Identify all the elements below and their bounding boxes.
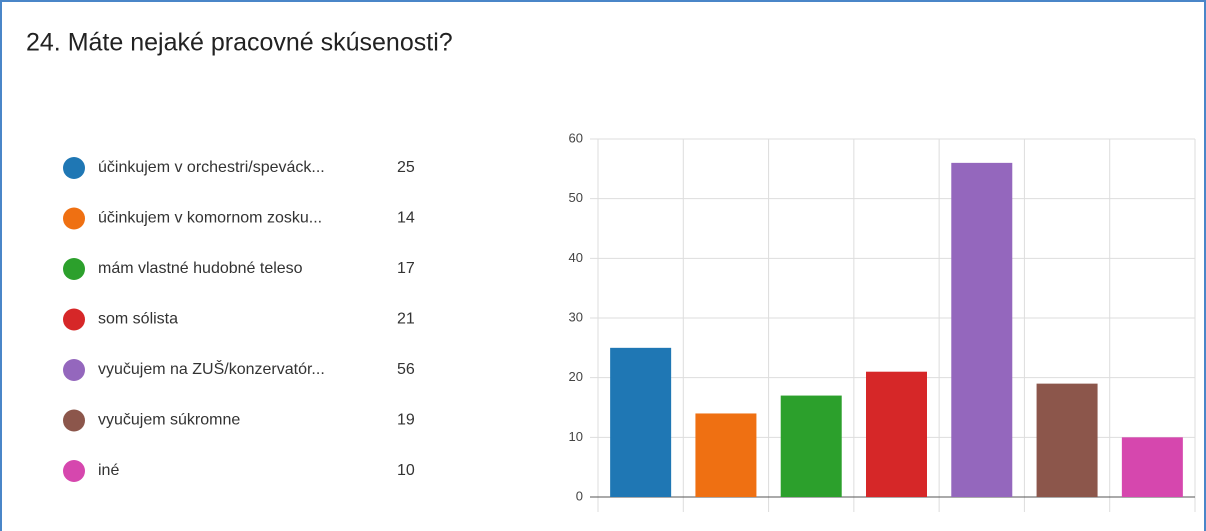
legend-swatch: [63, 258, 85, 280]
legend-label: mám vlastné hudobné teleso: [98, 260, 303, 277]
y-tick-label: 0: [576, 488, 583, 503]
y-tick-label: 40: [569, 250, 583, 265]
legend-swatch: [63, 157, 85, 179]
legend-label: som sólista: [98, 311, 178, 328]
legend-label: iné: [98, 462, 119, 479]
y-tick-label: 50: [569, 190, 583, 205]
legend-count: 10: [397, 462, 415, 479]
bar: [951, 162, 1013, 497]
legend-label: účinkujem v komornom zosku...: [98, 210, 322, 227]
legend-swatch: [63, 460, 85, 482]
y-tick-label: 30: [569, 309, 583, 324]
bar: [610, 347, 672, 497]
chart-title: 24. Máte nejaké pracovné skúsenosti?: [26, 29, 453, 57]
bar: [695, 413, 757, 497]
legend-label: vyučujem súkromne: [98, 412, 240, 429]
legend-swatch: [63, 308, 85, 331]
legend-count: 21: [397, 311, 415, 328]
legend-swatch: [63, 359, 85, 381]
y-tick-label: 20: [569, 369, 583, 384]
y-tick-label: 60: [569, 130, 583, 145]
legend-label: vyučujem na ZUŠ/konzervatór...: [98, 359, 325, 378]
legend-label: účinkujem v orchestri/speváck...: [98, 159, 325, 176]
bar: [780, 395, 842, 497]
legend-count: 17: [397, 260, 415, 277]
bar: [1036, 383, 1098, 497]
legend-count: 19: [397, 412, 415, 429]
legend-swatch: [63, 207, 85, 230]
legend-swatch: [63, 409, 85, 432]
bar: [1121, 437, 1183, 497]
bar: [866, 371, 927, 497]
legend-count: 14: [397, 210, 415, 227]
legend-count: 56: [397, 361, 415, 378]
legend-count: 25: [397, 159, 415, 176]
y-tick-label: 10: [569, 429, 583, 444]
